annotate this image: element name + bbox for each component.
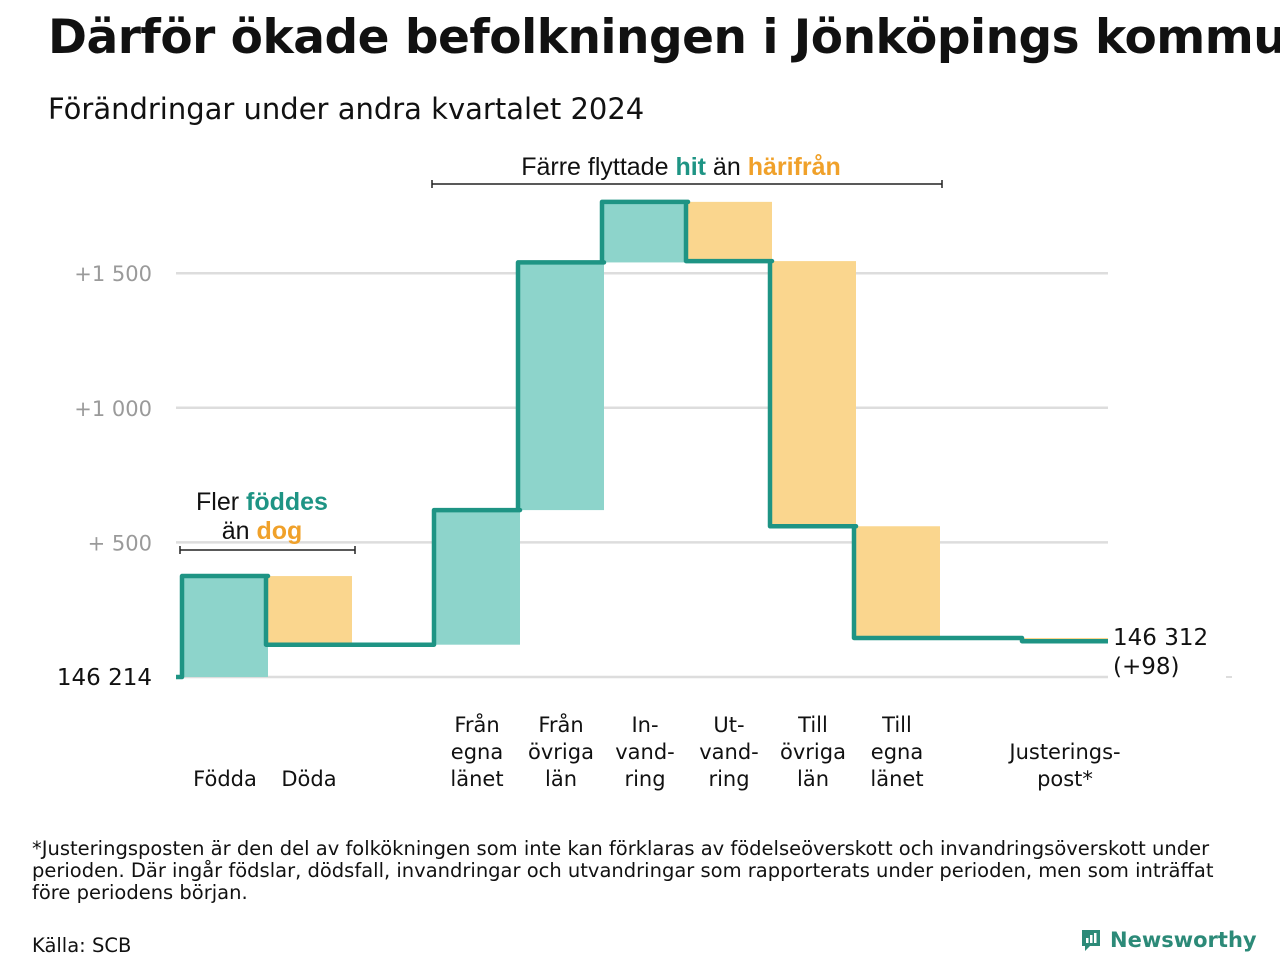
bar-7	[770, 261, 856, 527]
category-label: Ut-vand-ring	[699, 713, 759, 791]
bar-8	[854, 526, 940, 638]
chart-subtitle: Förändringar under andra kvartalet 2024	[48, 92, 645, 126]
base-value-label: 146 214	[57, 665, 152, 691]
source-note: Källa: SCB	[32, 934, 132, 957]
y-tick-label: + 500	[88, 531, 152, 555]
bar-3	[434, 510, 520, 645]
bar-chart-bubble-icon	[1082, 930, 1100, 951]
category-label: Till egna länet	[870, 713, 923, 791]
annotation-text: Fler föddes	[196, 488, 328, 516]
logo-text: Newsworthy	[1110, 928, 1257, 952]
step-line-layer	[176, 199, 1108, 680]
waterfall-chart: 146 214 + 500 +1 000 +1 500 Födda Döda Från eg…	[57, 153, 1232, 791]
category-label: Justerings-post*	[1007, 740, 1120, 791]
newsworthy-logo: Newsworthy	[1080, 928, 1257, 952]
end-value-label: 146 312	[1113, 625, 1208, 651]
bar-6	[686, 201, 772, 262]
bars	[182, 201, 1108, 677]
end-value-label: 146 312 (+98)	[1113, 625, 1208, 680]
x-axis-categories: Födda Döda Från egna länet Från övriga län In-va…	[193, 712, 1120, 791]
category-label: Födda	[193, 767, 257, 791]
chart-title: Därför ökade befolkningen i Jönköpings k…	[48, 10, 1280, 65]
category-label: Till övriga län	[780, 713, 846, 791]
annotation-text: än dog	[222, 517, 303, 545]
category-label: Döda	[281, 767, 336, 791]
bar-4	[518, 262, 604, 511]
bar-1	[182, 576, 268, 677]
y-axis-ticks: 146 214 + 500 +1 000 +1 500	[57, 262, 152, 691]
grid-lines	[176, 271, 1232, 679]
y-tick-label: +1 000	[74, 397, 152, 421]
category-label: Från egna länet	[450, 712, 503, 791]
footnote: *Justeringsposten är den del av folkökni…	[32, 837, 1214, 904]
y-tick-label: +1 500	[74, 262, 152, 286]
cumulative-step-line	[176, 199, 1108, 680]
bar-2	[266, 576, 352, 645]
end-change-label: (+98)	[1113, 654, 1179, 680]
category-label: Från övriga län	[528, 712, 594, 791]
bar-5	[602, 201, 688, 263]
annotation-text: Färre flyttade hit än härifrån	[521, 153, 841, 181]
category-label: In-vand-ring	[615, 713, 675, 791]
